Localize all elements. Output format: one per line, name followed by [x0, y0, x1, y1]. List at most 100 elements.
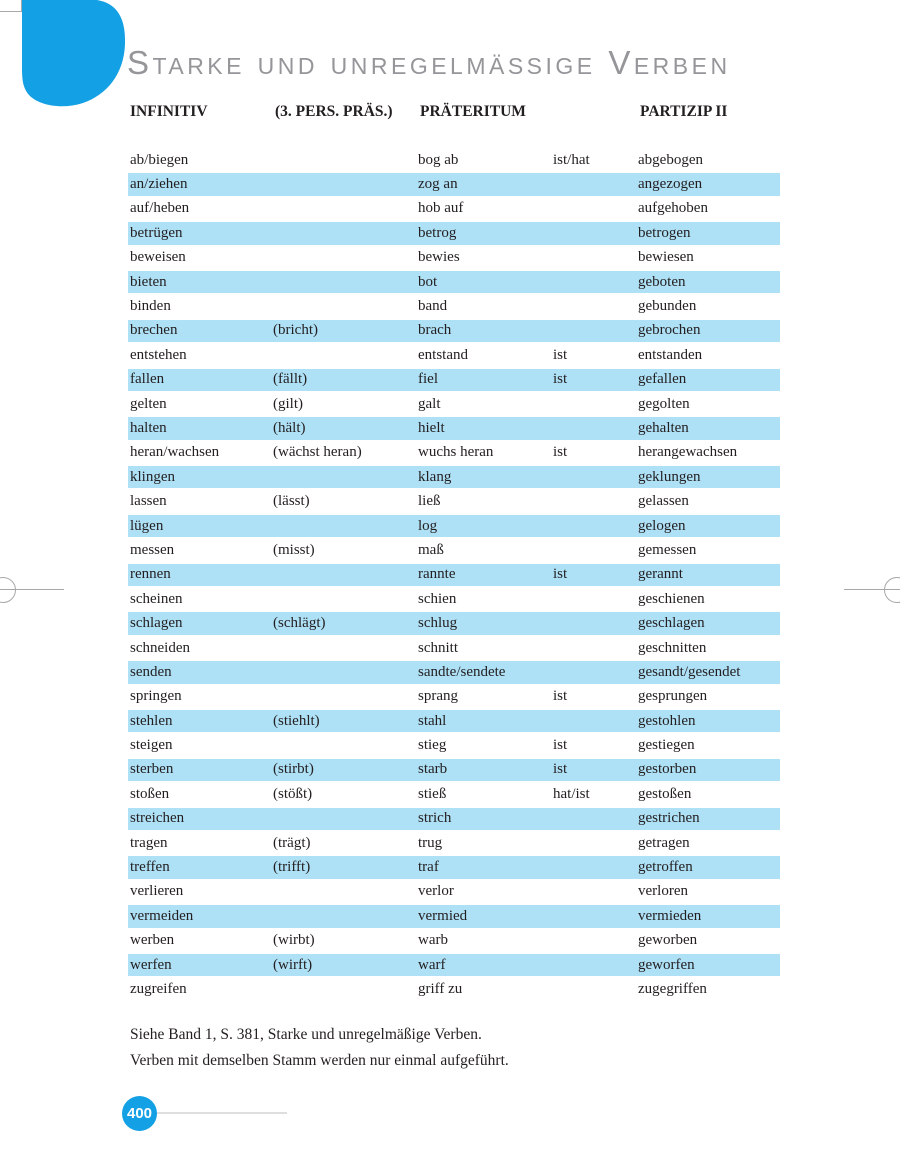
cell-praesens: (misst) [273, 541, 315, 558]
cell-partizip: gebrochen [638, 322, 701, 339]
cell-praeteritum: band [418, 298, 448, 315]
cell-partizip: verloren [638, 883, 688, 900]
cell-infinitiv: schlagen [130, 615, 183, 632]
cell-praeteritum: entstand [418, 346, 468, 363]
cell-infinitiv: steigen [130, 737, 173, 754]
cell-infinitiv: gelten [130, 395, 167, 412]
cell-partizip: gestorben [638, 761, 697, 778]
cell-praeteritum: hielt [418, 419, 445, 436]
cell-partizip: entstanden [638, 346, 703, 363]
cell-infinitiv: stoßen [130, 785, 170, 802]
cell-praeteritum: schien [418, 590, 457, 607]
cell-aux: hat/ist [553, 785, 590, 802]
cell-infinitiv: brechen [130, 322, 178, 339]
table-row: ab/biegen bog ab ist/hat abgebogen [128, 148, 780, 172]
cell-infinitiv: entstehen [130, 346, 187, 363]
cell-infinitiv: treffen [130, 859, 170, 876]
table-row: halten (hält) hielt gehalten [128, 416, 780, 441]
page-number-rule [157, 1112, 287, 1114]
table-row: betrügen betrog betrogen [128, 221, 780, 246]
cell-praeteritum: rannte [418, 566, 456, 583]
table-row: binden band gebunden [128, 294, 780, 318]
table-row: lügen log gelogen [128, 513, 780, 539]
cell-praesens: (bricht) [273, 322, 318, 339]
cell-praesens: (stiehlt) [273, 712, 320, 729]
cell-praeteritum: stahl [418, 712, 447, 729]
table-row: beweisen bewies bewiesen [128, 246, 780, 270]
cell-infinitiv: messen [130, 541, 175, 558]
table-header-partizip: PARTIZIP II [640, 103, 728, 120]
cell-partizip: abgebogen [638, 151, 703, 168]
cell-praesens: (wirft) [273, 956, 313, 973]
cell-aux: ist [553, 444, 568, 461]
table-row: sterben (stirbt) starb ist gestorben [128, 757, 780, 783]
cell-infinitiv: lügen [130, 517, 164, 534]
table-row: tragen (trägt) trug getragen [128, 831, 780, 855]
cell-partizip: geschlagen [638, 615, 705, 632]
cell-praeteritum: traf [418, 859, 439, 876]
table-row: schneiden schnitt geschnitten [128, 636, 780, 660]
cell-praeteritum: zog an [418, 176, 458, 193]
cell-infinitiv: an/ziehen [130, 176, 188, 193]
table-header-praesens: (3. PERS. PRÄS.) [275, 103, 393, 120]
cell-praeteritum: betrog [418, 224, 457, 241]
cell-praesens: (wirbt) [273, 932, 315, 949]
cell-infinitiv: lassen [130, 493, 167, 510]
cell-aux: ist/hat [553, 151, 590, 168]
cell-praeteritum: wuchs heran [418, 444, 494, 461]
table-row: auf/heben hob auf aufgehoben [128, 197, 780, 221]
cell-partizip: geworfen [638, 956, 695, 973]
cell-infinitiv: klingen [130, 468, 175, 485]
cell-praeteritum: fiel [418, 371, 438, 388]
table-row: werben (wirbt) warb geworben [128, 929, 780, 953]
cell-partizip: gegolten [638, 395, 690, 412]
cell-infinitiv: stehlen [130, 712, 173, 729]
cell-infinitiv: schneiden [130, 639, 190, 656]
registration-circle-left-icon [0, 577, 16, 603]
table-row: springen sprang ist gesprungen [128, 685, 780, 709]
cell-praeteritum: sandte/sendete [418, 663, 506, 680]
cell-infinitiv: beweisen [130, 249, 186, 266]
table-row: treffen (trifft) traf getroffen [128, 855, 780, 880]
page-number-badge: 400 [122, 1096, 157, 1131]
cell-praeteritum: schlug [418, 615, 458, 632]
table-row: vermeiden vermied vermieden [128, 904, 780, 929]
cell-infinitiv: streichen [130, 810, 185, 827]
cell-praeteritum: starb [418, 761, 448, 778]
cell-partizip: gebunden [638, 298, 697, 315]
cell-infinitiv: senden [130, 663, 172, 680]
table-row: streichen strich gestrichen [128, 806, 780, 831]
table-row: werfen (wirft) warf geworfen [128, 952, 780, 978]
table-row: heran/wachsen (wächst heran) wuchs heran is… [128, 441, 780, 465]
cell-praeteritum: schnitt [418, 639, 458, 656]
cell-aux: ist [553, 566, 568, 583]
cell-partizip: geschienen [638, 590, 705, 607]
cell-praeteritum: bog ab [418, 151, 459, 168]
trim-mark-horizontal [0, 11, 21, 12]
cell-praesens: (hält) [273, 419, 306, 436]
footer-note-line: Verben mit demselben Stamm werden nur ei… [130, 1052, 509, 1069]
table-row: brechen (bricht) brach gebrochen [128, 318, 780, 344]
cell-praeteritum: vermied [418, 907, 468, 924]
cell-infinitiv: ab/biegen [130, 151, 189, 168]
table-row: bieten bot geboten [128, 269, 780, 295]
cell-partizip: zugegriffen [638, 980, 707, 997]
cell-praesens: (schlägt) [273, 615, 326, 632]
cell-partizip: herangewachsen [638, 444, 738, 461]
table-header-row: INFINITIV (3. PERS. PRÄS.) PRÄTERITUM PA… [130, 103, 790, 121]
cell-partizip: betrogen [638, 224, 691, 241]
registration-circle-right-icon [884, 577, 900, 603]
cell-infinitiv: springen [130, 688, 182, 705]
cell-praeteritum: bewies [418, 249, 460, 266]
table-row: entstehen entstand ist entstanden [128, 343, 780, 367]
table-row: an/ziehen zog an angezogen [128, 172, 780, 197]
cell-praeteritum: bot [418, 273, 438, 290]
cell-partizip: getragen [638, 834, 690, 851]
table-row: senden sandte/sendete gesandt/gesendet [128, 660, 780, 685]
cell-partizip: angezogen [638, 176, 703, 193]
table-row: zugreifen griff zu zugegriffen [128, 977, 780, 1001]
cell-aux: ist [553, 371, 568, 388]
cell-infinitiv: bieten [130, 273, 167, 290]
verb-table: ab/biegen bog ab ist/hat abgebogen an/ziehen… [128, 148, 780, 1002]
cell-praesens: (fällt) [273, 371, 308, 388]
